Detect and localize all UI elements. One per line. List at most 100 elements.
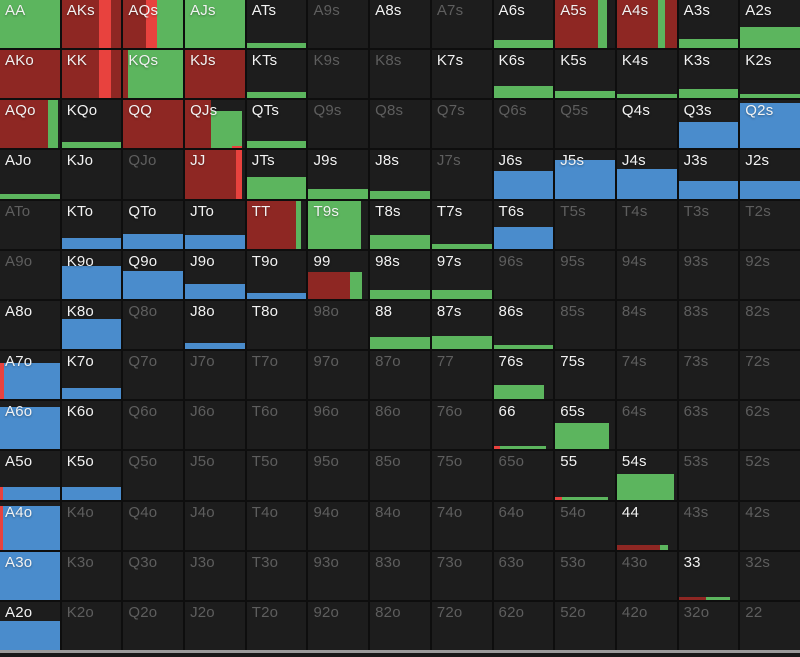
cell-97s[interactable]: 97s [431, 250, 492, 299]
cell-62s[interactable]: 62s [740, 401, 800, 450]
cell-T7s[interactable]: T7s [431, 200, 492, 249]
cell-73s[interactable]: 73s [678, 351, 739, 400]
cell-T2o[interactable]: T2o [246, 601, 307, 650]
cell-95s[interactable]: 95s [555, 250, 615, 299]
cell-T3o[interactable]: T3o [246, 551, 307, 600]
cell-K8s[interactable]: K8s [370, 50, 430, 99]
cell-JTs[interactable]: JTs [246, 150, 307, 199]
cell-84o[interactable]: 84o [370, 501, 430, 550]
cell-KTo[interactable]: KTo [61, 200, 122, 249]
cell-K6o[interactable]: K6o [61, 401, 122, 450]
cell-J4s[interactable]: J4s [616, 150, 677, 199]
cell-Q8s[interactable]: Q8s [370, 100, 430, 149]
cell-A4o[interactable]: A4o [0, 501, 60, 550]
cell-76o[interactable]: 76o [431, 401, 492, 450]
cell-42s[interactable]: 42s [740, 501, 800, 550]
cell-Q9o[interactable]: Q9o [123, 250, 184, 299]
cell-65s[interactable]: 65s [555, 401, 615, 450]
cell-Q2s[interactable]: Q2s [740, 100, 800, 149]
cell-A6o[interactable]: A6o [0, 401, 60, 450]
cell-76s[interactable]: 76s [493, 351, 554, 400]
cell-43o[interactable]: 43o [616, 551, 677, 600]
cell-A7s[interactable]: A7s [431, 0, 492, 49]
cell-JJ[interactable]: JJ [185, 150, 245, 199]
cell-K5o[interactable]: K5o [61, 451, 122, 500]
cell-AJo[interactable]: AJo [0, 150, 60, 199]
cell-Q2o[interactable]: Q2o [123, 601, 184, 650]
cell-75s[interactable]: 75s [555, 351, 615, 400]
cell-KK[interactable]: KK [61, 50, 122, 99]
cell-42o[interactable]: 42o [616, 601, 677, 650]
cell-83o[interactable]: 83o [370, 551, 430, 600]
cell-Q4o[interactable]: Q4o [123, 501, 184, 550]
cell-93s[interactable]: 93s [678, 250, 739, 299]
cell-T7o[interactable]: T7o [246, 351, 307, 400]
cell-J6o[interactable]: J6o [185, 401, 245, 450]
cell-83s[interactable]: 83s [678, 300, 739, 350]
cell-K8o[interactable]: K8o [61, 300, 122, 350]
cell-TT[interactable]: TT [246, 200, 307, 249]
cell-J3s[interactable]: J3s [678, 150, 739, 199]
cell-ATo[interactable]: ATo [0, 200, 60, 249]
cell-Q7o[interactable]: Q7o [123, 351, 184, 400]
cell-QTo[interactable]: QTo [123, 200, 184, 249]
cell-96o[interactable]: 96o [308, 401, 369, 450]
cell-84s[interactable]: 84s [616, 300, 677, 350]
cell-63o[interactable]: 63o [493, 551, 554, 600]
cell-85o[interactable]: 85o [370, 451, 430, 500]
cell-54s[interactable]: 54s [616, 451, 677, 500]
cell-44[interactable]: 44 [616, 501, 677, 550]
cell-92s[interactable]: 92s [740, 250, 800, 299]
cell-43s[interactable]: 43s [678, 501, 739, 550]
cell-ATs[interactable]: ATs [246, 0, 307, 49]
cell-K4o[interactable]: K4o [61, 501, 122, 550]
cell-A6s[interactable]: A6s [493, 0, 554, 49]
cell-65o[interactable]: 65o [493, 451, 554, 500]
cell-87o[interactable]: 87o [370, 351, 430, 400]
cell-53s[interactable]: 53s [678, 451, 739, 500]
cell-87s[interactable]: 87s [431, 300, 492, 350]
cell-J9o[interactable]: J9o [185, 250, 245, 299]
cell-T5s[interactable]: T5s [555, 200, 615, 249]
cell-AQo[interactable]: AQo [0, 100, 60, 149]
cell-J7s[interactable]: J7s [431, 150, 492, 199]
cell-KQo[interactable]: KQo [61, 100, 122, 149]
cell-J5s[interactable]: J5s [555, 150, 615, 199]
cell-J2o[interactable]: J2o [185, 601, 245, 650]
cell-98o[interactable]: 98o [308, 300, 369, 350]
cell-J2s[interactable]: J2s [740, 150, 800, 199]
cell-82o[interactable]: 82o [370, 601, 430, 650]
cell-K9o[interactable]: K9o [61, 250, 122, 299]
cell-94s[interactable]: 94s [616, 250, 677, 299]
cell-85s[interactable]: 85s [555, 300, 615, 350]
cell-A2s[interactable]: A2s [740, 0, 800, 49]
cell-Q4s[interactable]: Q4s [616, 100, 677, 149]
cell-A9o[interactable]: A9o [0, 250, 60, 299]
cell-T8s[interactable]: T8s [370, 200, 430, 249]
cell-Q5s[interactable]: Q5s [555, 100, 615, 149]
cell-54o[interactable]: 54o [555, 501, 615, 550]
cell-J7o[interactable]: J7o [185, 351, 245, 400]
cell-K3o[interactable]: K3o [61, 551, 122, 600]
cell-KJo[interactable]: KJo [61, 150, 122, 199]
cell-JTo[interactable]: JTo [185, 200, 245, 249]
cell-T9o[interactable]: T9o [246, 250, 307, 299]
cell-A4s[interactable]: A4s [616, 0, 677, 49]
cell-T6o[interactable]: T6o [246, 401, 307, 450]
cell-Q6s[interactable]: Q6s [493, 100, 554, 149]
cell-T2s[interactable]: T2s [740, 200, 800, 249]
cell-94o[interactable]: 94o [308, 501, 369, 550]
cell-77[interactable]: 77 [431, 351, 492, 400]
cell-K4s[interactable]: K4s [616, 50, 677, 99]
cell-T5o[interactable]: T5o [246, 451, 307, 500]
cell-86s[interactable]: 86s [493, 300, 554, 350]
cell-74o[interactable]: 74o [431, 501, 492, 550]
cell-A2o[interactable]: A2o [0, 601, 60, 650]
cell-AKs[interactable]: AKs [61, 0, 122, 49]
cell-QTs[interactable]: QTs [246, 100, 307, 149]
cell-K2s[interactable]: K2s [740, 50, 800, 99]
cell-82s[interactable]: 82s [740, 300, 800, 350]
cell-Q8o[interactable]: Q8o [123, 300, 184, 350]
cell-95o[interactable]: 95o [308, 451, 369, 500]
cell-Q7s[interactable]: Q7s [431, 100, 492, 149]
